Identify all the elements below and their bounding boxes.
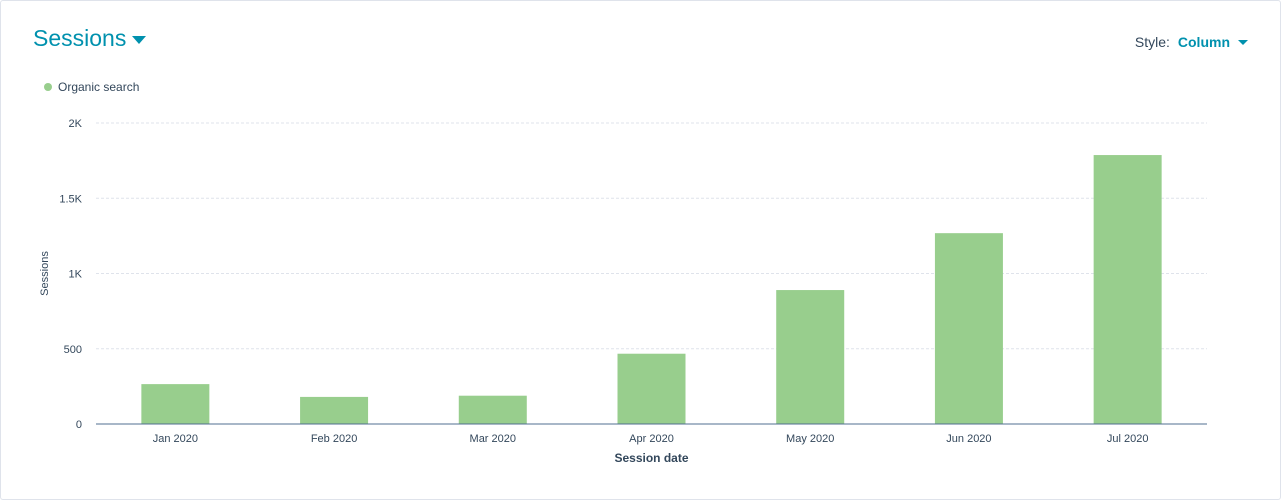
x-tick-label: Jun 2020	[946, 433, 991, 445]
x-tick-label: Mar 2020	[470, 433, 516, 445]
style-value: Column	[1177, 34, 1230, 50]
bar[interactable]	[776, 290, 845, 424]
x-tick-label: Jul 2020	[1107, 433, 1149, 445]
style-dropdown[interactable]: Column	[1178, 34, 1248, 50]
bar[interactable]	[141, 384, 210, 424]
legend-item[interactable]: Organic search	[44, 80, 139, 94]
y-tick-label: 500	[64, 344, 82, 356]
y-tick-label: 1.5K	[59, 193, 82, 205]
x-tick-label: Apr 2020	[629, 433, 674, 445]
legend-swatch-icon	[44, 83, 52, 91]
bar[interactable]	[1093, 155, 1162, 424]
y-tick-label: 1K	[69, 269, 83, 281]
y-tick-label: 2K	[69, 118, 83, 130]
bar[interactable]	[300, 396, 369, 424]
chevron-down-icon	[1238, 39, 1248, 45]
x-axis-title: Session date	[614, 451, 688, 465]
report-title: Sessions	[33, 25, 127, 51]
report-title-dropdown[interactable]: Sessions	[33, 25, 147, 52]
bar[interactable]	[934, 233, 1003, 424]
legend-label: Organic search	[58, 80, 140, 94]
y-tick-label: 0	[76, 419, 82, 431]
style-label: Style:	[1134, 34, 1170, 50]
x-tick-label: May 2020	[786, 433, 834, 445]
y-axis-title: Sessions	[39, 251, 51, 296]
style-control: Style: Column	[1135, 34, 1248, 50]
x-tick-label: Jan 2020	[153, 433, 198, 445]
bar[interactable]	[458, 395, 527, 424]
x-tick-label: Feb 2020	[311, 433, 357, 445]
bar[interactable]	[617, 353, 686, 424]
caret-down-icon	[132, 35, 147, 44]
